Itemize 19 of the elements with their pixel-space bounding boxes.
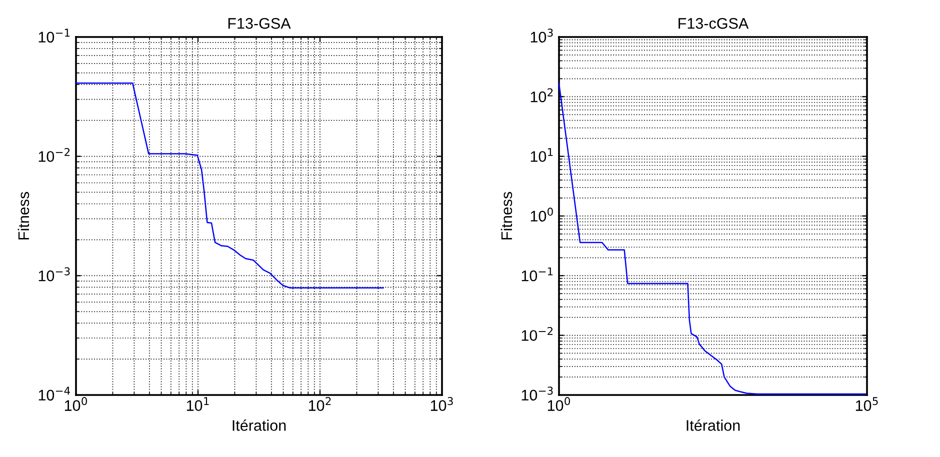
y-tick-label: 10$^{−1}$ <box>522 267 553 282</box>
y-tick-label: 10$^{2}$ <box>530 88 553 102</box>
y-axis-title: Fitness <box>500 192 512 240</box>
x-axis-title: Itération <box>232 419 286 431</box>
x-tick-label: 10$^{3}$ <box>430 397 453 411</box>
y-tick-label: 10$^{0}$ <box>530 208 553 222</box>
chart-title: F13-GSA <box>228 18 291 29</box>
y-tick-label: 10$^{−2}$ <box>38 148 70 162</box>
y-tick-label: 10$^{3}$ <box>530 28 553 43</box>
y-tick-label: 10$^{−1}$ <box>38 28 70 43</box>
x-tick-label: 10$^{2}$ <box>308 397 331 411</box>
chart-title: F13-cGSA <box>678 18 749 29</box>
x-tick-label: 10$^{1}$ <box>186 397 209 411</box>
x-tick-label: 10$^{5}$ <box>856 397 878 411</box>
y-tick-label: 10$^{1}$ <box>530 148 553 162</box>
y-tick-label: 10$^{−3}$ <box>38 267 70 282</box>
x-axis-title: Itération <box>686 419 740 431</box>
y-tick-label: 10$^{−2}$ <box>522 326 553 341</box>
y-axis-title: Fitness <box>18 192 30 240</box>
